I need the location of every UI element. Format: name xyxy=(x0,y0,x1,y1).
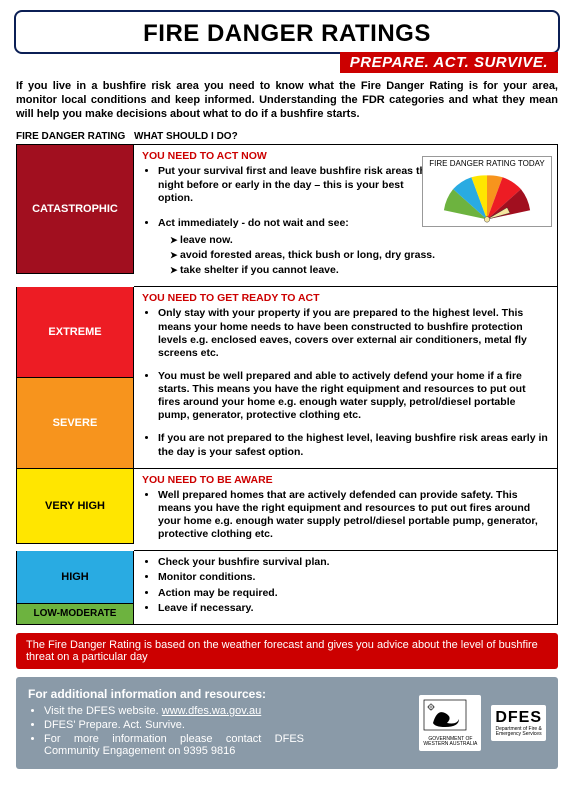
rating-extreme: EXTREME xyxy=(16,287,134,378)
bullet: Put your survival first and leave bushfi… xyxy=(158,165,438,204)
sub-bullet: avoid forested areas, thick bush or long… xyxy=(170,249,549,262)
rating-lowmod: LOW-MODERATE xyxy=(16,604,134,625)
bullet: If you are not prepared to the highest l… xyxy=(158,432,549,458)
rating-catastrophic: CATASTROPHIC xyxy=(16,144,134,274)
col-header-rating: FIRE DANGER RATING xyxy=(16,131,134,142)
title-box: FIRE DANGER RATINGS xyxy=(14,10,560,54)
bullet: Action may be required. xyxy=(158,587,549,600)
advice-extreme-severe: YOU NEED TO GET READY TO ACT Only stay w… xyxy=(134,287,558,468)
advice-veryhigh: YOU NEED TO BE AWARE Well prepared homes… xyxy=(134,469,558,552)
bullet: Check your bushfire survival plan. xyxy=(158,556,549,569)
dfes-link[interactable]: www.dfes.wa.gov.au xyxy=(162,705,261,717)
footer-grey: For additional information and resources… xyxy=(16,677,558,769)
row-high-low: HIGH LOW-MODERATE Check your bushfire su… xyxy=(16,551,558,625)
gauge-title: FIRE DANGER RATING TODAY xyxy=(425,159,549,168)
dfes-subtext: Department of Fire & Emergency Services xyxy=(495,727,542,737)
sub-bullet: take shelter if you cannot leave. xyxy=(170,264,549,277)
footer-red: The Fire Danger Rating is based on the w… xyxy=(16,633,558,669)
bullet: You must be well prepared and able to ac… xyxy=(158,370,549,423)
footer-bullet: Visit the DFES website. www.dfes.wa.gov.… xyxy=(44,705,409,717)
swan-icon xyxy=(423,699,467,737)
dfes-logo: DFES Department of Fire & Emergency Serv… xyxy=(491,705,546,741)
bullet: Only stay with your property if you are … xyxy=(158,307,549,360)
bullet: Leave if necessary. xyxy=(158,602,549,615)
rating-severe: SEVERE xyxy=(16,378,134,469)
gauge-icon xyxy=(427,169,547,224)
rating-high: HIGH xyxy=(16,551,134,604)
need-veryhigh: YOU NEED TO BE AWARE xyxy=(142,474,549,487)
row-veryhigh: VERY HIGH YOU NEED TO BE AWARE Well prep… xyxy=(16,469,558,552)
dfes-text: DFES xyxy=(495,709,542,727)
tagline-row: PREPARE. ACT. SURVIVE. xyxy=(14,54,560,72)
footer-bullet: For more information please contact DFES… xyxy=(44,733,304,757)
row-extreme-severe: EXTREME SEVERE YOU NEED TO GET READY TO … xyxy=(16,287,558,468)
col-header-advice: WHAT SHOULD I DO? xyxy=(134,131,558,142)
footer-bullet: DFES' Prepare. Act. Survive. xyxy=(44,719,409,731)
column-headers: FIRE DANGER RATING WHAT SHOULD I DO? xyxy=(16,131,558,142)
footer-info: For additional information and resources… xyxy=(28,687,409,759)
rating-veryhigh: VERY HIGH xyxy=(16,469,134,544)
intro-text: If you live in a bushfire risk area you … xyxy=(16,80,558,121)
need-extreme: YOU NEED TO GET READY TO ACT xyxy=(142,292,549,305)
page-title: FIRE DANGER RATINGS xyxy=(16,20,558,48)
bullet: Monitor conditions. xyxy=(158,571,549,584)
wa-gov-text: GOVERNMENT OF WESTERN AUSTRALIA xyxy=(423,737,477,747)
footer-heading: For additional information and resources… xyxy=(28,687,409,701)
tagline: PREPARE. ACT. SURVIVE. xyxy=(340,52,558,73)
gauge-box: FIRE DANGER RATING TODAY xyxy=(422,156,552,227)
advice-high-low: Check your bushfire survival plan. Monit… xyxy=(134,551,558,625)
logos: GOVERNMENT OF WESTERN AUSTRALIA DFES Dep… xyxy=(409,687,546,759)
bullet: Well prepared homes that are actively de… xyxy=(158,489,549,542)
wa-gov-logo: GOVERNMENT OF WESTERN AUSTRALIA xyxy=(419,695,481,751)
sub-bullet: leave now. xyxy=(170,234,549,247)
